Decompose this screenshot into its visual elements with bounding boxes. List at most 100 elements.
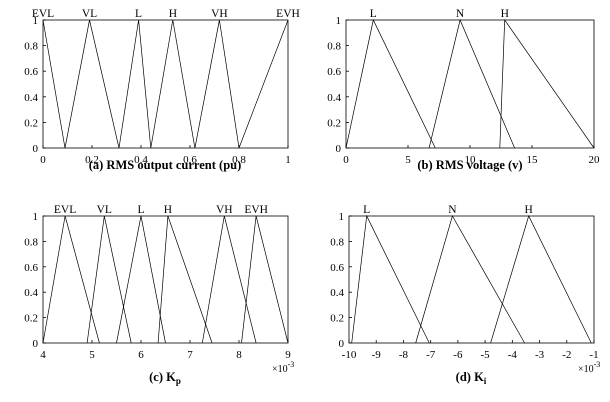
panel-1-x-tick-label: 20 xyxy=(589,154,601,166)
panel-2-series-label-vl: VL xyxy=(97,204,112,216)
panel-0-caption: (a) RMS output current (pu) xyxy=(89,158,242,172)
panel-2-x-tick-label: 8 xyxy=(236,349,242,361)
panel-2-caption: (c) Kp xyxy=(149,370,181,386)
panel-0-series-l xyxy=(118,19,152,149)
panel-1-series-h xyxy=(499,18,595,149)
panel-0-series-label-evh: EVH xyxy=(276,8,300,20)
panel-2-y-tick-label: 0.2 xyxy=(24,313,38,325)
panel-0-y-tick-label: 0.8 xyxy=(24,41,38,53)
panel-0-y-tick-label: 1 xyxy=(33,15,39,27)
panel-3-series-label-l: L xyxy=(363,204,370,216)
panel-1-x-tick-label: 10 xyxy=(465,154,477,166)
panel-1-series-label-l: L xyxy=(370,8,377,20)
panel-3-series-label-h: H xyxy=(525,204,533,216)
panel-3-x-tick-label: -8 xyxy=(399,349,409,361)
panel-0-series-label-h: H xyxy=(169,8,177,20)
panel-1-y-tick-label: 0.6 xyxy=(327,66,341,78)
panel-1-series-label-h: H xyxy=(501,8,509,20)
panel-0-series-label-l: L xyxy=(135,8,142,20)
panel-0-series-vl xyxy=(64,19,120,149)
panel-3-plot-frame xyxy=(348,215,595,344)
panel-0-series-label-vh: VH xyxy=(211,8,228,20)
panel-3-caption-main: (d) K xyxy=(456,370,484,384)
panel-0-x-tick-label: 0.2 xyxy=(85,154,99,166)
panel-2-series-evh xyxy=(241,215,289,344)
panel-3-x-exponent: ×10-3 xyxy=(578,360,600,375)
panel-2-x-exponent-base: ×10 xyxy=(272,364,288,375)
panel-2-series-l xyxy=(116,215,166,344)
panel-3-x-tick-label: -3 xyxy=(535,349,545,361)
panel-1-series-l xyxy=(345,18,436,149)
panel-3-x-tick-label: -4 xyxy=(508,349,518,361)
panel-1-y-tick-label: 1 xyxy=(336,15,342,27)
panel-2-x-tick-label: 7 xyxy=(187,349,193,361)
panel-1-series-label-n: N xyxy=(456,8,465,20)
panel-1-y-tick-label: 0.2 xyxy=(327,117,341,129)
panel-2-x-exponent-power: -3 xyxy=(288,360,295,369)
panel-2-series-h xyxy=(157,215,213,344)
panel-3-y-tick-label: 0.8 xyxy=(330,236,344,248)
panel-2-series-vl xyxy=(86,215,132,344)
panel-3-x-tick-label: -2 xyxy=(562,349,571,361)
panel-2-y-tick-label: 0.6 xyxy=(24,262,38,274)
panel-2-series-vh xyxy=(201,215,257,344)
panel-ki: 00.20.40.60.81-10 -9 -8 -7 -6 -5 -4 -3 -2 -1×10-3… xyxy=(330,204,600,386)
panel-3-series-n xyxy=(415,215,525,344)
panel-2-x-exponent: ×10-3 xyxy=(272,360,294,375)
panel-3-y-tick-label: 1 xyxy=(339,211,345,223)
panel-1-plot-frame xyxy=(345,19,595,149)
panel-2-caption-main: (c) K xyxy=(149,370,176,384)
panel-3-x-exponent-base: ×10 xyxy=(578,364,594,375)
panel-0-series-label-vl: VL xyxy=(82,8,97,20)
panel-3-x-tick-label: -1 xyxy=(589,349,598,361)
panel-2-x-tick-label: 4 xyxy=(40,349,46,361)
panel-0-series-evh xyxy=(238,19,289,149)
panel-3-x-tick-label: -6 xyxy=(453,349,463,361)
panel-1-y-tick-label: 0.8 xyxy=(327,41,341,53)
panel-3-y-tick-label: 0 xyxy=(339,338,345,350)
panel-0-series-vh xyxy=(194,19,240,149)
panel-0-series-h xyxy=(150,19,196,149)
panel-0-x-tick-label: 0 xyxy=(40,154,46,166)
panel-0-y-tick-label: 0 xyxy=(33,143,39,155)
panel-2-y-tick-label: 0.8 xyxy=(24,236,38,248)
panel-2-x-tick-label: 5 xyxy=(89,349,95,361)
panel-3-x-tick-label: -5 xyxy=(481,349,491,361)
panel-0-y-tick-label: 0.2 xyxy=(24,117,38,129)
panel-3-x-exponent-power: -3 xyxy=(594,360,601,369)
panel-3-x-tick-label: -10 xyxy=(342,349,357,361)
panel-2-series-label-vh: VH xyxy=(216,204,233,216)
panel-1-caption: (b) RMS voltage (v) xyxy=(417,158,522,172)
panel-0-plot-frame xyxy=(42,19,289,149)
panel-3-y-tick-label: 0.4 xyxy=(330,287,344,299)
panel-1-x-tick-label: 15 xyxy=(527,154,539,166)
panel-1-y-tick-label: 0 xyxy=(336,143,342,155)
panel-2-y-tick-label: 0 xyxy=(33,338,39,350)
panel-rms-voltage: 00.20.40.60.810 5 10 15 20L N H(b) RMS voltage… xyxy=(327,8,600,172)
panel-3-caption-subscript: i xyxy=(484,376,487,386)
panel-2-caption-subscript: p xyxy=(176,376,181,386)
panel-0-x-tick-label: 0.6 xyxy=(183,154,197,166)
panel-3-series-l xyxy=(351,214,430,344)
panel-0-y-tick-label: 0.6 xyxy=(24,66,38,78)
panel-1-series-n xyxy=(428,18,515,149)
panel-3-caption: (d) Ki xyxy=(456,370,487,386)
panel-2-series-label-evh: EVH xyxy=(244,204,268,216)
panel-0-x-tick-label: 0.4 xyxy=(134,154,148,166)
panel-2-x-tick-label: 9 xyxy=(285,349,291,361)
panel-2-y-tick-label: 1 xyxy=(33,211,39,223)
panel-1-y-tick-label: 0.4 xyxy=(327,92,341,104)
panel-0-y-tick-label: 0.4 xyxy=(24,92,38,104)
panel-3-x-tick-label: -7 xyxy=(426,349,436,361)
panel-0-x-tick-label: 1 xyxy=(285,154,291,166)
panel-2-y-tick-label: 0.4 xyxy=(24,287,38,299)
panel-2-x-tick-label: 6 xyxy=(138,349,144,361)
panel-3-y-tick-label: 0.2 xyxy=(330,313,344,325)
panel-3-y-tick-label: 0.6 xyxy=(330,262,344,274)
panel-2-series-label-l: L xyxy=(137,204,144,216)
panel-0-series-evl xyxy=(42,19,66,149)
panel-0-series-label-evl: EVL xyxy=(32,8,54,20)
